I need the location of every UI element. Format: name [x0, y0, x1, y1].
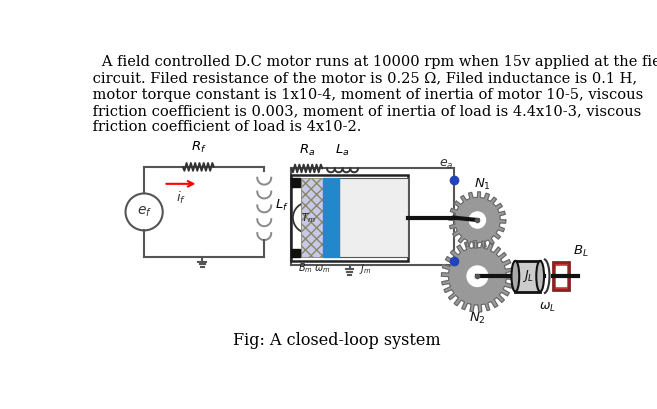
Text: $e_a$: $e_a$ [439, 157, 453, 171]
Text: $N_2$: $N_2$ [469, 311, 486, 326]
Text: $L_a$: $L_a$ [335, 143, 350, 157]
Text: $R_a$: $R_a$ [299, 143, 315, 157]
Text: $L_f$: $L_f$ [275, 198, 289, 213]
Text: $\omega_L$: $\omega_L$ [539, 301, 556, 314]
Text: $R_f$: $R_f$ [191, 139, 206, 155]
Text: $i_f$: $i_f$ [176, 190, 186, 206]
Text: A field controlled D.C motor runs at 10000 rpm when 15v applied at the field
 ci: A field controlled D.C motor runs at 100… [88, 55, 657, 134]
Text: $e_f$: $e_f$ [137, 205, 152, 219]
Bar [291, 249, 300, 257]
Text: $N_1$: $N_1$ [474, 177, 491, 192]
Circle shape [467, 266, 487, 286]
Text: $J_m$: $J_m$ [359, 262, 372, 276]
Ellipse shape [512, 261, 519, 292]
Bar [553, 262, 569, 290]
Text: $B_m\ \omega_m$: $B_m\ \omega_m$ [298, 262, 331, 275]
Circle shape [469, 212, 486, 228]
Bar [323, 178, 338, 257]
Bar [302, 178, 323, 257]
Text: $B_L$: $B_L$ [573, 243, 589, 258]
Ellipse shape [536, 261, 544, 292]
Bar [291, 178, 300, 187]
Text: Fig: A closed-loop system: Fig: A closed-loop system [233, 333, 440, 349]
Text: $J_L$: $J_L$ [522, 268, 533, 284]
Polygon shape [449, 192, 506, 248]
Bar [556, 266, 566, 286]
Text: $T_m$: $T_m$ [301, 211, 316, 225]
Bar [291, 175, 407, 261]
Bar [515, 261, 540, 292]
Bar [338, 178, 407, 257]
Polygon shape [442, 240, 513, 312]
